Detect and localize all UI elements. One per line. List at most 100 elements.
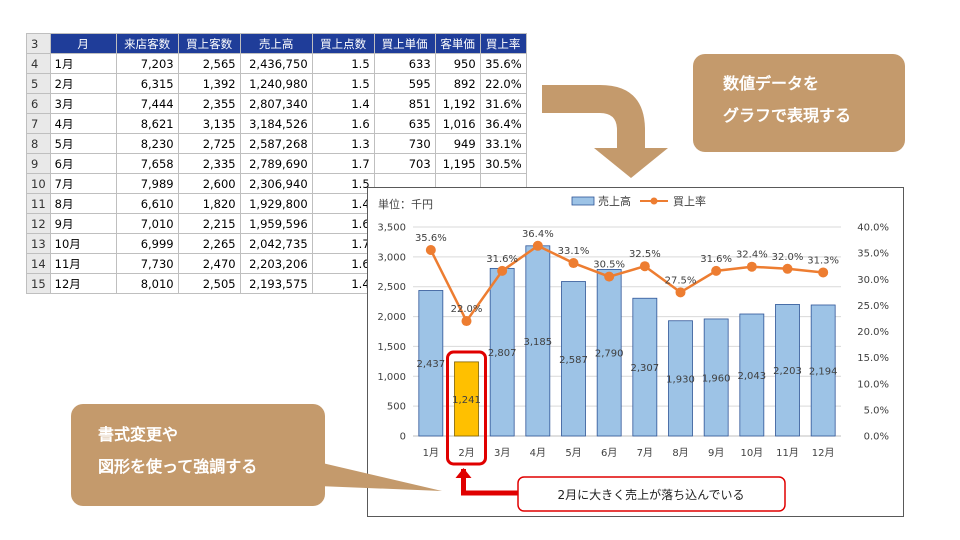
line-marker[interactable] <box>639 261 650 272</box>
value-cell[interactable]: 2,587,268 <box>239 133 313 154</box>
bar[interactable] <box>418 290 444 437</box>
callout-top: 数値データを グラフで表現する <box>693 54 905 152</box>
month-cell[interactable]: 11月 <box>49 253 117 274</box>
line-marker[interactable] <box>532 240 543 251</box>
month-cell[interactable]: 12月 <box>49 273 117 294</box>
line-marker[interactable] <box>425 244 436 255</box>
line-marker[interactable] <box>711 265 722 276</box>
column-header[interactable]: 来店客数 <box>115 33 179 54</box>
value-cell[interactable]: 7,989 <box>115 173 179 194</box>
value-cell[interactable]: 7,203 <box>115 53 179 74</box>
value-cell[interactable]: 892 <box>434 73 481 94</box>
bar[interactable] <box>525 245 551 437</box>
value-cell[interactable]: 3,184,526 <box>239 113 313 134</box>
bar[interactable] <box>489 267 515 437</box>
row-number[interactable]: 6 <box>26 93 51 114</box>
bar[interactable] <box>632 297 658 437</box>
column-header[interactable]: 売上高 <box>239 33 313 54</box>
month-cell[interactable]: 9月 <box>49 213 117 234</box>
value-cell[interactable]: 2,042,735 <box>239 233 313 254</box>
bar[interactable] <box>596 268 622 437</box>
line-data-label: 30.5% <box>593 260 625 271</box>
x-tick-label: 5月 <box>565 447 581 459</box>
value-cell[interactable]: 8,010 <box>115 273 179 294</box>
legend-swatch-marker <box>650 197 658 205</box>
line-data-label: 31.3% <box>807 255 839 266</box>
line-data-label: 36.4% <box>522 229 554 240</box>
line-marker[interactable] <box>818 267 829 278</box>
value-cell[interactable]: 31.6% <box>479 93 527 114</box>
row-number[interactable]: 8 <box>26 133 51 154</box>
value-cell[interactable]: 36.4% <box>479 113 527 134</box>
bar-data-label: 2,807 <box>488 348 517 359</box>
chart-area[interactable]: 0 500 1,000 1,500 2,000 2,500 3,000 3,500 0.0% 5.… <box>367 187 904 517</box>
value-cell[interactable]: 8,621 <box>115 113 179 134</box>
legend-label: 売上高 <box>598 194 631 208</box>
value-cell[interactable]: 6,315 <box>115 73 179 94</box>
row-number[interactable]: 9 <box>26 153 51 174</box>
bar[interactable] <box>703 318 729 437</box>
line-series <box>429 244 824 324</box>
x-tick-label: 8月 <box>672 447 688 459</box>
y-right-tick-label: 20.0% <box>857 327 889 338</box>
line-marker[interactable] <box>746 261 757 272</box>
column-header[interactable]: 買上率 <box>479 33 527 54</box>
bar[interactable] <box>810 304 836 437</box>
bar[interactable] <box>454 361 479 437</box>
value-cell[interactable]: 35.6% <box>479 53 527 74</box>
value-cell[interactable]: 1.6 <box>311 213 375 234</box>
line-marker[interactable] <box>782 263 793 274</box>
row-number[interactable]: 13 <box>26 233 51 254</box>
bar[interactable] <box>561 281 586 437</box>
value-cell[interactable]: 7,658 <box>115 153 179 174</box>
legend-label: 買上率 <box>673 194 706 208</box>
legend-swatch-bar <box>571 196 595 206</box>
bar[interactable] <box>739 313 765 437</box>
value-cell[interactable]: 1.4 <box>311 273 375 294</box>
line-data-label: 32.4% <box>736 250 768 261</box>
value-cell[interactable]: 1,392 <box>177 73 241 94</box>
line-marker[interactable] <box>497 265 508 276</box>
value-cell[interactable]: 2,600 <box>177 173 241 194</box>
line-marker[interactable] <box>675 287 686 298</box>
line-marker[interactable] <box>604 271 615 282</box>
x-tick-label: 10月 <box>740 447 763 459</box>
line-marker[interactable] <box>568 258 579 269</box>
column-header[interactable]: 買上点数 <box>311 33 375 54</box>
line-data-label: 35.6% <box>415 233 447 244</box>
bar-data-label: 2,203 <box>773 366 802 377</box>
value-cell[interactable]: 2,355 <box>177 93 241 114</box>
bar[interactable] <box>668 320 693 437</box>
value-cell[interactable]: 1,016 <box>434 113 481 134</box>
value-cell[interactable]: 950 <box>434 53 481 74</box>
x-tick-label: 9月 <box>708 447 724 459</box>
y-left-tick-label: 1,500 <box>377 342 406 353</box>
y-right-tick-label: 15.0% <box>857 353 889 364</box>
spreadsheet-table: 3 月 来店客数 買上客数 売上高 買上点数 買上単価 客単価 買上率 4 1月 7… <box>26 33 527 294</box>
value-cell[interactable]: 595 <box>373 73 436 94</box>
value-cell[interactable]: 8,230 <box>115 133 179 154</box>
y-right-tick-label: 25.0% <box>857 301 889 312</box>
row-number[interactable]: 14 <box>26 253 51 274</box>
value-cell[interactable]: 1,929,800 <box>239 193 313 214</box>
line-data-label: 22.0% <box>451 304 483 315</box>
y-right-tick-label: 10.0% <box>857 379 889 390</box>
line-marker[interactable] <box>461 316 472 327</box>
month-cell[interactable]: 2月 <box>49 73 117 94</box>
month-cell[interactable]: 6月 <box>49 153 117 174</box>
value-cell[interactable]: 2,505 <box>177 273 241 294</box>
line-data-label: 31.6% <box>486 254 518 265</box>
value-cell[interactable]: 2,265 <box>177 233 241 254</box>
table-header-row: 3 月 来店客数 買上客数 売上高 買上点数 買上単価 客単価 買上率 <box>26 33 527 54</box>
bar-data-label: 2,437 <box>417 359 446 370</box>
value-cell[interactable]: 22.0% <box>479 73 527 94</box>
bar[interactable] <box>775 304 800 437</box>
line-data-label: 32.0% <box>772 252 804 263</box>
bar-data-label: 2,790 <box>595 349 624 360</box>
x-tick-label: 6月 <box>601 447 617 459</box>
y-left-tick-label: 500 <box>387 402 406 413</box>
row-number[interactable]: 5 <box>26 73 51 94</box>
bar-data-label: 2,307 <box>631 363 660 374</box>
bent-arrow-shape <box>542 85 668 178</box>
value-cell[interactable]: 1,820 <box>177 193 241 214</box>
